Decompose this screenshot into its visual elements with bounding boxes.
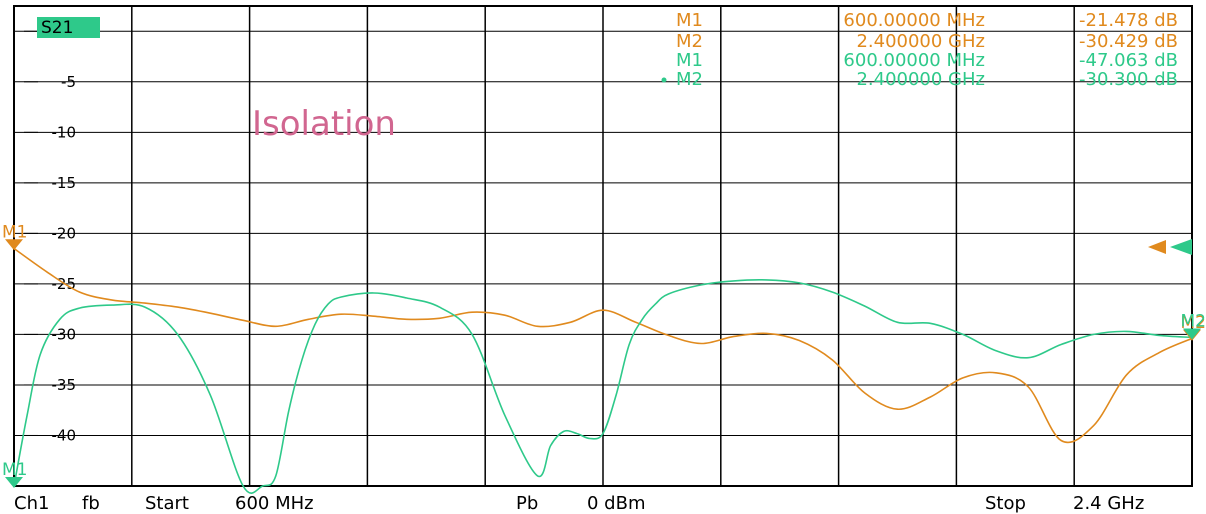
footer-stop-value: 2.4 GHz — [1073, 493, 1144, 514]
y-tick-label: -30 — [52, 325, 77, 343]
chart-grid — [13, 5, 1193, 487]
marker-label: M2 — [1181, 313, 1206, 333]
readout-s2-m1-value: -47.063 dB — [1079, 50, 1178, 71]
trace-name[interactable]: S21 — [41, 18, 73, 38]
reference-level-arrow-green-icon[interactable] — [1170, 239, 1192, 255]
marker-triangle-icon[interactable] — [5, 239, 23, 251]
y-tick-labels: 0-5-10-15-20-25-30-35-40 — [24, 22, 76, 444]
footer-start-value: 600 MHz — [235, 493, 314, 514]
y-tick-label: -15 — [52, 174, 77, 192]
reference-level-arrow-orange-icon[interactable] — [1148, 240, 1166, 254]
trace-line-1 — [13, 247, 1193, 444]
y-tick-label: -10 — [52, 123, 77, 141]
readout-s2-m2-label: M2 — [676, 69, 703, 90]
readout-s2-m2-value: -30.300 dB — [1079, 69, 1178, 90]
marker-readout: M1 600.00000 MHz -21.478 dB M2 2.400000 … — [661, 10, 1178, 90]
trace-name-badge[interactable] — [37, 17, 100, 38]
marker-triangle-icon[interactable] — [5, 477, 23, 488]
readout-s2-m1-label: M1 — [676, 50, 703, 71]
readout-s2-m1-freq: 600.00000 MHz — [843, 50, 985, 71]
readout-s1-m1-label: M1 — [676, 10, 703, 31]
annotation-isolation: Isolation — [252, 104, 396, 144]
y-tick-label: -20 — [52, 224, 77, 242]
readout-s2-m2-freq: 2.400000 GHz — [856, 69, 985, 90]
footer-start-label: Start — [145, 493, 189, 514]
y-tick-label: -5 — [61, 73, 76, 91]
active-marker-dot-icon — [661, 77, 667, 83]
readout-s1-m1-freq: 600.00000 MHz — [843, 10, 985, 31]
traces — [13, 247, 1193, 494]
marker-label: M1 — [2, 222, 27, 242]
footer-power-value: 0 dBm — [587, 493, 645, 514]
readout-s1-m2-value: -30.429 dB — [1079, 31, 1178, 52]
marker-label: M2 — [1181, 311, 1206, 331]
footer: Ch1 fb Start 600 MHz Pb 0 dBm Stop 2.4 G… — [14, 493, 1144, 514]
y-tick-label: -40 — [52, 426, 77, 444]
footer-power-label: Pb — [516, 493, 538, 514]
readout-s1-m1-value: -21.478 dB — [1079, 10, 1178, 31]
marker-triangle-icon[interactable] — [1183, 328, 1201, 340]
y-tick-label: -35 — [52, 376, 77, 394]
footer-stop-label: Stop — [985, 493, 1026, 514]
marker-label: M1 — [2, 460, 27, 480]
readout-s1-m2-freq: 2.400000 GHz — [856, 31, 985, 52]
footer-mode: fb — [82, 493, 100, 514]
trace-line-2 — [13, 278, 1193, 494]
readout-s1-m2-label: M2 — [676, 31, 703, 52]
footer-channel: Ch1 — [14, 493, 49, 514]
